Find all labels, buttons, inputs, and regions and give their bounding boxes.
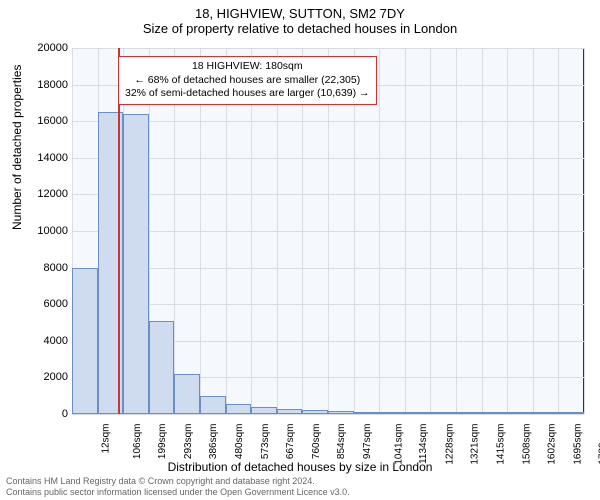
- xtick-label: 1321sqm: [470, 424, 481, 465]
- ytick-label: 6000: [18, 298, 68, 310]
- gridline-v: [584, 48, 585, 414]
- xtick-label: 1695sqm: [572, 424, 583, 465]
- xtick-label: 854sqm: [336, 424, 347, 460]
- histogram-bar: [533, 412, 559, 414]
- ytick-label: 2000: [18, 371, 68, 383]
- xtick-label: 573sqm: [260, 424, 271, 460]
- xtick-label: 386sqm: [208, 424, 219, 460]
- histogram-bar: [379, 412, 405, 414]
- gridline-h: [72, 414, 584, 415]
- histogram-bar: [72, 268, 98, 414]
- xtick-label: 1508sqm: [521, 424, 532, 465]
- gridline-v: [507, 48, 508, 414]
- xtick-label: 1041sqm: [393, 424, 404, 465]
- xtick-label: 12sqm: [101, 424, 112, 454]
- gridline-v: [482, 48, 483, 414]
- histogram-bar: [482, 412, 508, 414]
- xtick-label: 480sqm: [234, 424, 245, 460]
- annotation-line1: 18 HIGHVIEW: 180sqm: [125, 60, 370, 74]
- histogram-bar: [354, 412, 380, 414]
- histogram-bar: [328, 411, 354, 414]
- histogram-bar: [456, 412, 482, 414]
- xtick-label: 1134sqm: [418, 424, 429, 464]
- gridline-v: [430, 48, 431, 414]
- ytick-label: 8000: [18, 262, 68, 274]
- histogram-bar: [123, 114, 149, 414]
- gridline-v: [456, 48, 457, 414]
- histogram-bar: [277, 409, 303, 414]
- histogram-bar: [251, 407, 277, 414]
- footer-line1: Contains HM Land Registry data © Crown c…: [6, 476, 350, 487]
- xtick-label: 667sqm: [285, 424, 296, 460]
- histogram-bar: [149, 321, 175, 414]
- histogram-bar: [174, 374, 200, 414]
- ytick-label: 14000: [18, 152, 68, 164]
- ytick-label: 10000: [18, 225, 68, 237]
- xtick-label: 1415sqm: [496, 424, 507, 465]
- xtick-label: 199sqm: [157, 424, 168, 460]
- xtick-label: 106sqm: [132, 424, 143, 460]
- gridline-v: [558, 48, 559, 414]
- histogram-bar: [405, 412, 431, 414]
- histogram-bar: [558, 412, 584, 414]
- footer-line2: Contains public sector information licen…: [6, 487, 350, 498]
- title-desc: Size of property relative to detached ho…: [0, 21, 600, 40]
- ytick-label: 12000: [18, 188, 68, 200]
- histogram-bar: [226, 404, 252, 414]
- x-axis-label: Distribution of detached houses by size …: [0, 460, 600, 474]
- histogram-bar: [200, 396, 226, 414]
- annotation-line2: ← 68% of detached houses are smaller (22…: [125, 74, 370, 88]
- footer-credits: Contains HM Land Registry data © Crown c…: [6, 476, 350, 498]
- gridline-v: [405, 48, 406, 414]
- histogram-bar: [507, 412, 533, 414]
- ytick-label: 20000: [18, 42, 68, 54]
- title-address: 18, HIGHVIEW, SUTTON, SM2 7DY: [0, 0, 600, 21]
- histogram-bar: [430, 412, 456, 414]
- ytick-label: 16000: [18, 115, 68, 127]
- ytick-label: 0: [18, 408, 68, 420]
- xtick-label: 1228sqm: [444, 424, 455, 465]
- annotation-line3: 32% of semi-detached houses are larger (…: [125, 87, 370, 101]
- gridline-v: [533, 48, 534, 414]
- xtick-label: 947sqm: [362, 424, 373, 460]
- gridline-v: [379, 48, 380, 414]
- xtick-label: 293sqm: [183, 424, 194, 460]
- annotation-box: 18 HIGHVIEW: 180sqm← 68% of detached hou…: [118, 56, 377, 105]
- ytick-label: 18000: [18, 79, 68, 91]
- ytick-label: 4000: [18, 335, 68, 347]
- xtick-label: 1602sqm: [547, 424, 558, 465]
- xtick-label: 760sqm: [311, 424, 322, 460]
- histogram-bar: [302, 410, 328, 414]
